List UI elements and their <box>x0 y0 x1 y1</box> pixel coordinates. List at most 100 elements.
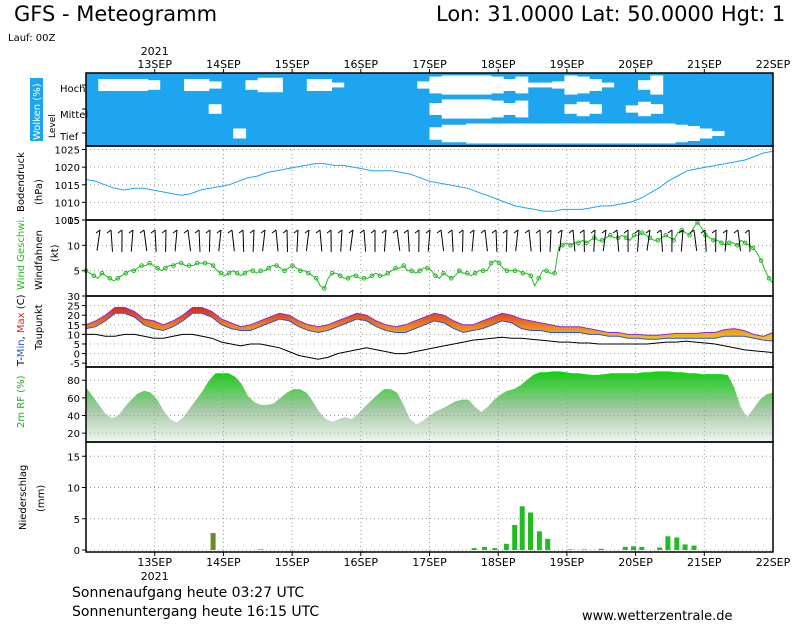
cloud-ylabel-bg <box>30 78 43 141</box>
cloud-gap-cell <box>417 81 431 89</box>
cloud-gap-cell <box>552 81 566 89</box>
y-tick-label: 10 <box>67 241 80 252</box>
temp-ylabel-part: (C) <box>16 294 27 312</box>
wind-point <box>385 270 391 276</box>
wind-barb <box>187 229 191 252</box>
tmin-line <box>85 312 774 342</box>
wind-point <box>711 238 716 243</box>
wind-point <box>750 245 756 251</box>
cloud-gap-cell <box>564 123 578 144</box>
wind-point <box>719 240 724 246</box>
cloud-gap-cell <box>711 131 725 136</box>
level-tief: Tief <box>59 132 79 143</box>
wind-barb-flag <box>260 229 266 234</box>
cloud-ylabel: Wolken (%) <box>32 83 43 140</box>
cloud-gap-cell <box>576 101 590 117</box>
temp-band <box>86 307 773 342</box>
wind-point <box>528 273 534 279</box>
y-tick-label: 60 <box>67 394 80 405</box>
temp-ylabel: T-Min, Max (C) <box>16 294 27 367</box>
wind-barb-flag <box>689 229 695 234</box>
cloud-gap-cell <box>110 79 124 91</box>
wind-barb-flag <box>194 229 200 234</box>
wind-barb-flag <box>513 229 519 234</box>
wind-barb <box>262 229 266 252</box>
wind-barb <box>440 229 445 252</box>
wind-barb-flag <box>304 229 310 234</box>
cloud-gap-cell <box>270 77 283 93</box>
wind-barb <box>198 229 201 252</box>
precip-bar <box>665 536 671 551</box>
wind-point <box>329 270 335 276</box>
wind-point <box>758 258 764 263</box>
wind-barb <box>296 229 299 252</box>
wind-barb-flag <box>249 229 255 234</box>
cloud-gap-cell <box>429 76 443 94</box>
cloud-gap-cell <box>429 103 443 115</box>
dewpoint-line <box>86 333 774 360</box>
wind-point <box>234 270 240 276</box>
wind-point <box>639 230 645 235</box>
y-tick-label: 15 <box>67 452 80 463</box>
cloud-gap-cell <box>576 76 590 94</box>
y-tick-label: 30 <box>67 292 80 303</box>
wind-point <box>568 243 573 248</box>
cloud-gap-cell <box>466 99 480 119</box>
wind-point <box>441 270 446 276</box>
cloud-gap-cell <box>539 123 553 144</box>
wind-barb <box>154 229 157 252</box>
wind-ylabel: Wind Geschwi. <box>16 217 27 290</box>
date-label-top: 22SEP <box>756 58 791 71</box>
cloud-gap-cell <box>613 123 627 144</box>
precip-bar <box>536 531 542 551</box>
wind-barb-flag <box>579 229 585 234</box>
precip-bar <box>631 546 636 551</box>
wind-barb-flag <box>590 229 596 234</box>
wind-barb-flag <box>678 229 684 234</box>
wind-point <box>552 270 557 276</box>
date-label-bottom: 14SEP <box>206 556 241 569</box>
y-tick-label: 5 <box>74 267 80 278</box>
wind-point <box>274 263 279 268</box>
wind-barb <box>593 229 596 252</box>
wind-speed-line <box>85 221 774 290</box>
cloud-gap-cell <box>588 104 602 114</box>
wind-barb-flag <box>205 229 211 234</box>
wind-point <box>766 276 772 281</box>
wind-barb <box>252 229 255 252</box>
wind-point <box>512 268 518 274</box>
precip-bar <box>210 533 216 550</box>
cloud-gap-cell <box>588 79 602 91</box>
wind-point <box>369 273 375 279</box>
wind-barb-flag <box>645 229 651 234</box>
wind-barb-flag <box>216 229 222 234</box>
wind-barb-flag <box>469 229 475 234</box>
wind-barb <box>637 229 640 252</box>
wind-barb <box>174 229 178 252</box>
cloud-gap-cell <box>98 79 112 91</box>
wind-barb <box>96 229 101 251</box>
wind-barb <box>549 229 552 252</box>
wind-barb-flag <box>722 229 728 234</box>
precip-bar <box>519 506 525 551</box>
precip-bar <box>471 548 477 550</box>
cloud-gap-cell <box>454 75 467 95</box>
y-tick-label: 1020 <box>55 163 80 174</box>
wind-point <box>155 265 160 271</box>
cloud-gap-cell <box>674 124 688 143</box>
wind-barb <box>515 229 519 252</box>
location-info: Lon: 31.0000 Lat: 50.0000 Hgt: 1 <box>436 2 786 26</box>
level-hoch: Hoch <box>60 84 85 95</box>
y-tick-label: -5 <box>70 359 80 370</box>
cloud-gap-cell <box>650 75 664 95</box>
wind-barb <box>275 229 279 252</box>
wind-barb-flag <box>117 229 123 234</box>
date-label-bottom: 15SEP <box>275 556 310 569</box>
cloud-gap-cell <box>699 128 713 139</box>
wind-barb <box>110 229 113 252</box>
cloud-gap-cell <box>454 124 467 143</box>
wind-point <box>504 268 510 274</box>
wind-point <box>536 276 542 281</box>
precip-bar <box>545 538 551 551</box>
wind-barb-flag <box>535 229 541 234</box>
